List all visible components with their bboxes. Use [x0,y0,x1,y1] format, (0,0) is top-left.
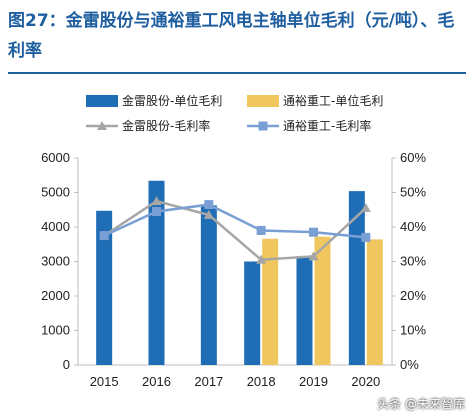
legend-label: 通裕重工-毛利率 [283,118,371,133]
y-left-tick-label: 0 [63,357,70,372]
legend-swatch-marker [97,121,107,130]
y-left-tick-label: 3000 [41,254,70,269]
legend-tongyu-unit-profit: 通裕重工-单位毛利 [247,93,383,108]
legend-label: 通裕重工-单位毛利 [283,93,383,108]
point-jinlei-margin [360,203,371,213]
x-tick-label: 2020 [351,374,380,389]
bar-tongyu-unit-profit [366,239,383,365]
bar-jinlei-unit-profit [200,205,217,365]
y-left-tick-label: 2000 [41,288,70,303]
x-tick-label: 2018 [247,374,276,389]
y-right-tick-label: 0% [400,357,419,372]
legend-tongyu-margin: 通裕重工-毛利率 [247,118,371,133]
x-tick-label: 2015 [90,374,119,389]
chart-title: 图27：金雷股份与通裕重工风电主轴单位毛利（元/吨）、毛利率 [8,11,455,61]
legend-swatch [247,95,279,107]
legend-swatch-marker [258,121,268,131]
legend-jinlei-unit-profit: 金雷股份-单位毛利 [86,93,222,108]
point-tongyu-margin [256,225,266,235]
y-left-tick-label: 1000 [41,323,70,338]
point-jinlei-margin [308,251,319,261]
y-left-tick-label: 6000 [41,150,70,165]
lines [99,196,371,264]
point-tongyu-margin [99,231,109,241]
x-tick-label: 2016 [142,374,171,389]
line-jinlei-margin [103,199,367,262]
point-tongyu-margin [152,206,161,216]
bar-jinlei-unit-profit [244,261,261,365]
legend-swatch [86,95,118,107]
y-right-tick-label: 50% [400,185,426,200]
title-rule [8,72,466,74]
bar-jinlei-unit-profit [96,210,113,365]
line-tongyu-margin [103,203,366,239]
y-right-tick-label: 30% [400,254,426,269]
point-tongyu-margin [204,200,214,210]
point-jinlei-margin [256,254,267,264]
x-tick-label: 2019 [299,374,328,389]
bar-tongyu-unit-profit [314,236,331,365]
watermark: 头条 @未来智库 [377,397,465,411]
axes [74,157,396,366]
y-left-tick-label: 5000 [41,185,70,200]
point-jinlei-margin [151,196,162,206]
legend-label: 金雷股份-毛利率 [122,118,210,133]
y-right-tick-label: 10% [400,323,426,338]
y-left-tick-label: 4000 [41,219,70,234]
x-tick-label: 2017 [194,374,223,389]
bar-tongyu-unit-profit [262,238,279,365]
bars [96,180,383,365]
point-tongyu-margin [309,227,318,237]
y-right-tick-label: 20% [400,288,426,303]
legend-jinlei-margin: 金雷股份-毛利率 [86,118,210,133]
y-right-tick-label: 40% [400,219,426,234]
legend-label: 金雷股份-单位毛利 [122,93,222,108]
bar-jinlei-unit-profit [348,191,365,365]
point-tongyu-margin [361,232,371,242]
tick-labels: 0 1000 2000 3000 4000 5000 6000 0% 10% 20% 30% 40% 5… [41,150,426,389]
bar-jinlei-unit-profit [296,255,313,365]
y-right-tick-label: 60% [400,150,426,165]
bar-jinlei-unit-profit [148,180,165,365]
point-jinlei-margin [203,209,214,219]
